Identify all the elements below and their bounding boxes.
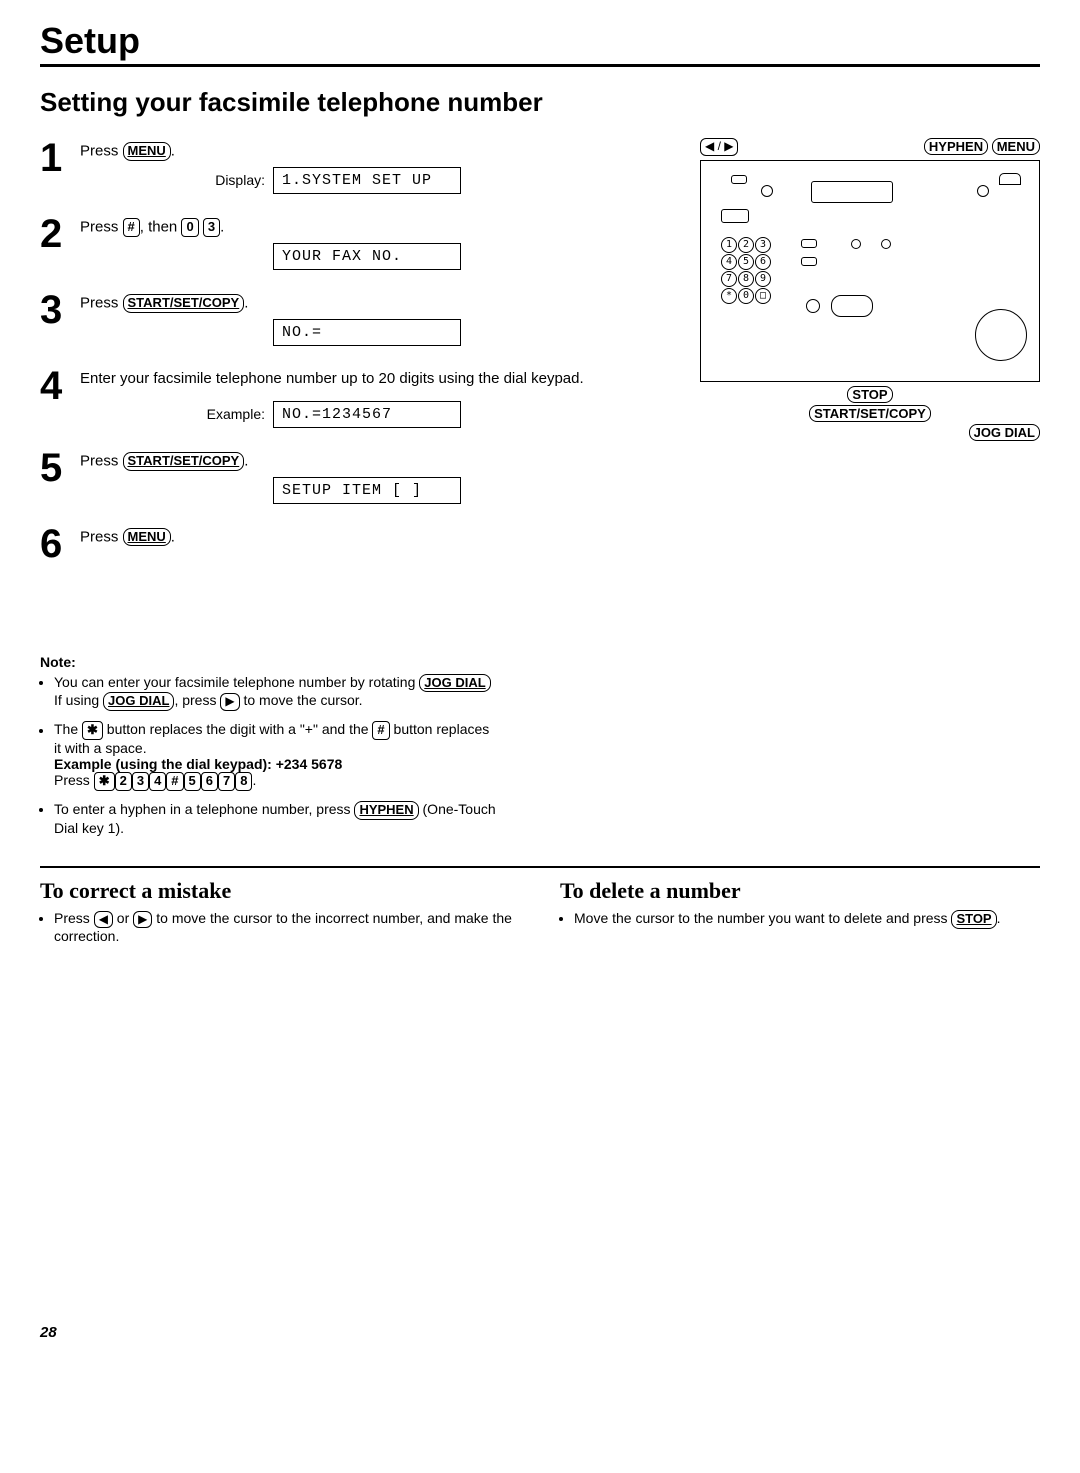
lcd-display: 1.SYSTEM SET UP — [273, 167, 461, 194]
note-item: The ✱ button replaces the digit with a "… — [54, 721, 500, 791]
fax-screen — [811, 181, 893, 203]
delete-title: To delete a number — [560, 878, 1040, 904]
step-number: 1 — [40, 138, 80, 178]
eight-key: 8 — [235, 772, 252, 791]
arrow-keys-label: ◀ / ▶ — [700, 138, 738, 156]
lcd-display: NO.= — [273, 319, 461, 346]
page-number: 28 — [40, 1324, 1040, 1341]
step-text: Enter your facsimile telephone number up… — [80, 370, 584, 387]
left-arrow-key: ◀ — [94, 911, 113, 929]
note-item: You can enter your facsimile telephone n… — [54, 674, 500, 712]
step-2: 2 Press #, then 0 3. YOUR FAX NO. — [40, 214, 670, 280]
step-6: 6 Press MENU. — [40, 524, 670, 564]
hash-key: # — [123, 218, 140, 237]
fax-machine-outline: 123 456 789 *0□ — [700, 160, 1040, 382]
step-text: . — [171, 528, 175, 545]
right-arrow-key: ▶ — [220, 693, 239, 711]
jog-dial-icon — [975, 309, 1027, 361]
step-text: . — [244, 452, 248, 469]
note-section: Note: You can enter your facsimile telep… — [40, 654, 500, 836]
stop-label: STOP — [847, 386, 892, 403]
start-set-copy-button: START/SET/COPY — [123, 452, 245, 471]
zero-key: 0 — [181, 218, 198, 237]
delete-number-section: To delete a number Move the cursor to th… — [560, 878, 1040, 944]
stop-button: STOP — [951, 910, 996, 929]
step-1: 1 Press MENU. Display: 1.SYSTEM SET UP — [40, 138, 670, 204]
step-4: 4 Enter your facsimile telephone number … — [40, 366, 670, 438]
step-number: 6 — [40, 524, 80, 564]
three-key: 3 — [132, 772, 149, 791]
page-title: Setup — [40, 20, 1040, 67]
menu-button: MENU — [123, 142, 171, 161]
step-text: . — [244, 294, 248, 311]
correct-title: To correct a mistake — [40, 878, 520, 904]
dial-keypad: 123 456 789 *0□ — [721, 236, 772, 304]
display-label: Display: — [80, 172, 273, 188]
three-key: 3 — [203, 218, 220, 237]
note-item: To enter a hyphen in a telephone number,… — [54, 801, 500, 836]
step-number: 3 — [40, 290, 80, 330]
correct-text: Press ◀ or ▶ to move the cursor to the i… — [54, 910, 520, 944]
step-text: . — [220, 218, 224, 235]
step-3: 3 Press START/SET/COPY. NO.= — [40, 290, 670, 356]
jog-dial-button: JOG DIAL — [419, 674, 490, 693]
seven-key: 7 — [218, 772, 235, 791]
step-5: 5 Press START/SET/COPY. SETUP ITEM [ ] — [40, 448, 670, 514]
delete-text: Move the cursor to the number you want t… — [574, 910, 1040, 929]
section-title: Setting your facsimile telephone number — [40, 87, 1040, 118]
step-text: Press — [80, 294, 123, 311]
two-key: 2 — [115, 772, 132, 791]
star-key: ✱ — [82, 721, 103, 740]
four-key: 4 — [149, 772, 166, 791]
example-label: Example: — [80, 406, 273, 422]
jog-dial-label: JOG DIAL — [969, 424, 1040, 441]
fax-diagram: ◀ / ▶ HYPHEN MENU 123 456 789 *0□ — [700, 138, 1040, 441]
start-set-copy-button: START/SET/COPY — [123, 294, 245, 313]
step-text: Press — [80, 142, 123, 159]
steps-column: 1 Press MENU. Display: 1.SYSTEM SET UP 2… — [40, 138, 670, 574]
hash-key: # — [372, 721, 389, 740]
jog-dial-button: JOG DIAL — [103, 692, 174, 711]
correct-mistake-section: To correct a mistake Press ◀ or ▶ to mov… — [40, 878, 520, 944]
example-text: Example (using the dial keypad): +234 56… — [54, 756, 342, 772]
step-text: , then — [140, 218, 182, 235]
right-arrow-key: ▶ — [133, 911, 152, 929]
step-text: . — [171, 142, 175, 159]
five-key: 5 — [184, 772, 201, 791]
menu-button: MENU — [123, 528, 171, 547]
hash-key: # — [166, 772, 183, 791]
lcd-display: SETUP ITEM [ ] — [273, 477, 461, 504]
step-number: 4 — [40, 366, 80, 406]
separator — [40, 866, 1040, 868]
start-set-copy-label: START/SET/COPY — [809, 405, 931, 422]
lcd-display: NO.=1234567 — [273, 401, 461, 428]
step-text: Press — [80, 452, 123, 469]
lcd-display: YOUR FAX NO. — [273, 243, 461, 270]
step-number: 2 — [40, 214, 80, 254]
step-text: Press — [80, 528, 123, 545]
hyphen-label: HYPHEN — [924, 138, 988, 155]
menu-label: MENU — [992, 138, 1040, 155]
star-key: ✱ — [94, 772, 115, 791]
step-number: 5 — [40, 448, 80, 488]
hyphen-button: HYPHEN — [354, 801, 418, 820]
six-key: 6 — [201, 772, 218, 791]
step-text: Press — [80, 218, 123, 235]
note-title: Note: — [40, 654, 500, 670]
